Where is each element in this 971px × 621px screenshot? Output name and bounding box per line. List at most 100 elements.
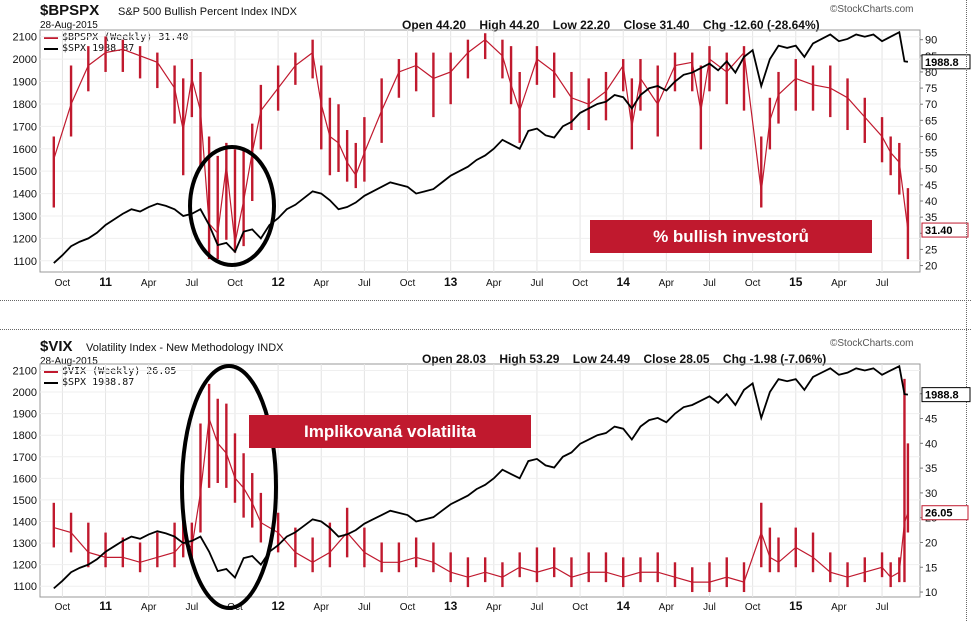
x-tick-label: Oct [745, 602, 761, 613]
legend-label: $SPX 1988.87 [62, 43, 135, 54]
left-tick-label: 1700 [13, 121, 37, 133]
red-price-tag [921, 505, 969, 521]
panel-separator [0, 300, 971, 301]
x-tick-label: 12 [271, 599, 285, 613]
spx-price-tag-label: 1988.8 [925, 57, 959, 69]
x-tick-label: Jul [185, 602, 198, 613]
panel-separator [0, 329, 971, 330]
x-tick-label: Apr [313, 278, 329, 289]
left-tick-label: 2000 [13, 387, 37, 399]
open-value: 28.03 [456, 352, 487, 366]
chg-value: -1.98 (-7.06%) [749, 352, 827, 366]
plot-frame [39, 29, 921, 273]
legend-label: $BPSPX (Weekly) 31.40 [62, 32, 189, 43]
legend-item: $VIX (Weekly) 26.05 [44, 366, 176, 377]
legend-swatch-red [44, 370, 58, 373]
x-tick-label: Jul [358, 278, 371, 289]
high-value: 53.29 [529, 352, 560, 366]
right-tick-label: 50 [925, 164, 937, 176]
chg-label: Chg [722, 352, 747, 366]
spx-price-tag [921, 387, 971, 403]
x-tick-label: Oct [55, 278, 71, 289]
right-tick-label: 10 [925, 587, 937, 599]
x-tick-label: 14 [617, 599, 631, 613]
chart-date: 28-Aug-2015 [40, 356, 98, 367]
open-value: 44.20 [436, 18, 467, 32]
legend-swatch-red [44, 36, 58, 39]
chart-legend: $VIX (Weekly) 26.05 $SPX 1988.87 [44, 366, 176, 388]
x-tick-label: Jul [703, 602, 716, 613]
right-tick-label: 40 [925, 196, 937, 208]
x-tick-label: Jul [876, 602, 889, 613]
left-tick-label: 1600 [13, 144, 37, 156]
right-tick-label: 65 [925, 115, 937, 127]
x-tick-label: Oct [55, 602, 71, 613]
right-tick-label: 30 [925, 488, 937, 500]
x-tick-label: Apr [313, 602, 329, 613]
chart-legend: $BPSPX (Weekly) 31.40 $SPX 1988.87 [44, 32, 188, 54]
series-spx-line [53, 364, 909, 590]
x-tick-label: Oct [400, 278, 416, 289]
left-tick-label: 1400 [13, 516, 37, 528]
highlight-ellipse [188, 145, 276, 267]
legend-item: $SPX 1988.87 [44, 43, 188, 54]
left-tick-label: 1200 [13, 233, 37, 245]
red-price-tag-label: 31.40 [925, 225, 953, 237]
chart-symbol: $VIX [40, 338, 73, 355]
x-tick-label: Apr [141, 602, 157, 613]
legend-swatch-black [44, 381, 58, 384]
x-tick-label: Jul [531, 602, 544, 613]
x-tick-label: Jul [358, 602, 371, 613]
x-tick-label: Jul [876, 278, 889, 289]
series-red-line [53, 38, 909, 244]
x-tick-label: Oct [572, 602, 588, 613]
x-tick-label: Apr [659, 278, 675, 289]
x-tick-label: 13 [444, 275, 458, 289]
right-tick-label: 20 [925, 537, 937, 549]
x-tick-label: 13 [444, 599, 458, 613]
x-tick-label: Apr [141, 278, 157, 289]
x-tick-label: Jul [531, 278, 544, 289]
right-tick-label: 15 [925, 562, 937, 574]
left-tick-label: 1300 [13, 538, 37, 550]
left-tick-label: 1100 [13, 581, 37, 593]
close-value: 28.05 [679, 352, 710, 366]
low-value: 24.49 [600, 352, 631, 366]
x-tick-label: Apr [486, 278, 502, 289]
vix-chart-panel: $VIX Volatility Index - New Methodology … [0, 336, 971, 621]
spx-price-tag [921, 54, 971, 70]
legend-label: $VIX (Weekly) 26.05 [62, 366, 177, 377]
x-tick-label: Apr [831, 602, 847, 613]
open-label: Open [402, 18, 433, 32]
x-tick-label: Oct [227, 278, 243, 289]
red-price-tag [921, 222, 969, 238]
chg-value: -12.60 (-28.64%) [729, 18, 820, 32]
right-tick-label: 20 [925, 261, 937, 273]
chart-date: 28-Aug-2015 [40, 20, 98, 31]
chart-exchange: INDX [257, 342, 284, 354]
right-tick-label: 40 [925, 438, 937, 450]
x-tick-label: Jul [703, 278, 716, 289]
left-tick-label: 1800 [13, 430, 37, 442]
chart-symbol: $BPSPX [40, 2, 100, 19]
x-tick-label: Apr [831, 278, 847, 289]
low-label: Low [552, 18, 577, 32]
high-label: High [499, 352, 527, 366]
low-label: Low [572, 352, 597, 366]
bpspx-plot: Oct 11 Apr Jul Oct 12 Apr Jul Oct 13 Apr Jul Oct 14 Ap… [13, 29, 971, 289]
low-value: 22.20 [580, 18, 611, 32]
right-tick-label: 25 [925, 244, 937, 256]
right-separator [966, 0, 967, 621]
brand-label: ©StockCharts.com [830, 4, 914, 15]
left-tick-label: 1100 [13, 256, 37, 268]
chart-name: S&P 500 Bullish Percent Index [118, 6, 268, 18]
left-tick-label: 2000 [13, 54, 37, 66]
legend-swatch-black [44, 47, 58, 50]
left-tick-label: 1900 [13, 77, 37, 89]
right-tick-label: 45 [925, 414, 937, 426]
annotation-banner: % bullish investorů [590, 220, 872, 253]
x-tick-label: 15 [789, 275, 803, 289]
right-tick-label: 75 [925, 83, 937, 95]
brand-label: ©StockCharts.com [830, 338, 914, 349]
right-tick-label: 60 [925, 131, 937, 143]
